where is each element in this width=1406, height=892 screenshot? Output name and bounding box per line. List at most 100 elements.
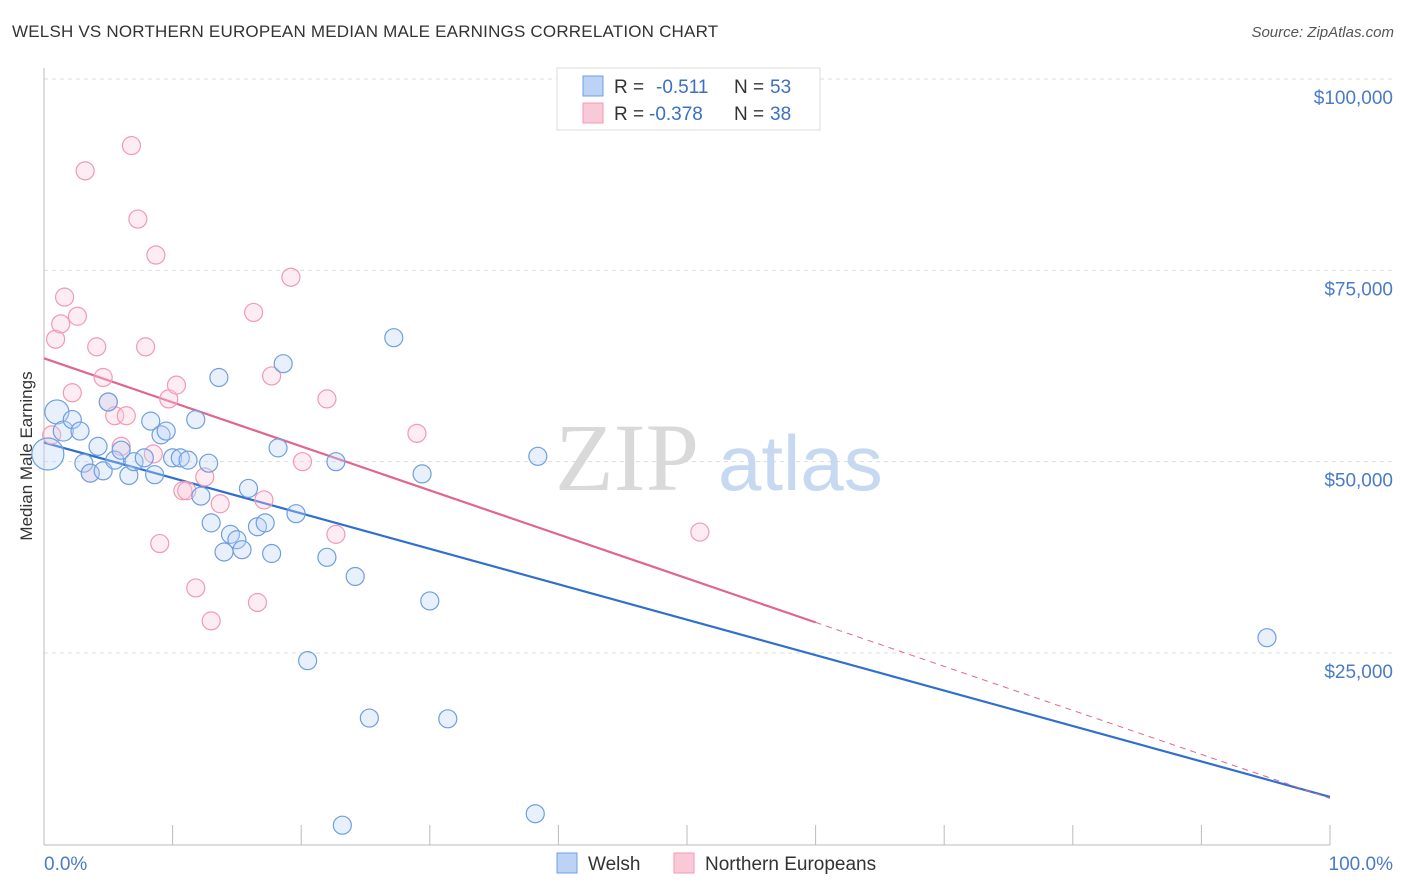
northern-point-30 bbox=[254, 490, 274, 510]
y-tick-label-25000: $25,000 bbox=[1324, 662, 1393, 683]
welsh-point-26 bbox=[209, 367, 229, 388]
x-tick-labels: 0.0% 100.0% bbox=[44, 854, 1393, 875]
welsh-point-0 bbox=[31, 437, 65, 471]
northern-point-16 bbox=[135, 337, 156, 357]
welsh-point-30 bbox=[232, 540, 252, 560]
welsh-point-50 bbox=[1257, 628, 1277, 648]
watermark-zip: ZIP bbox=[555, 404, 699, 511]
legend-n-label-northern: N = bbox=[734, 104, 764, 125]
northern-point-5 bbox=[67, 306, 88, 326]
welsh-point-23 bbox=[191, 486, 211, 506]
chart-title: WELSH VS NORTHERN EUROPEAN MEDIAN MALE E… bbox=[12, 22, 719, 41]
welsh-point-20 bbox=[170, 448, 190, 468]
welsh-point-48 bbox=[528, 446, 548, 466]
welsh-point-38 bbox=[298, 651, 318, 671]
series-welsh-points bbox=[31, 328, 1277, 835]
northern-point-6 bbox=[75, 161, 95, 181]
legend-n-label-welsh: N = bbox=[734, 77, 764, 98]
legend-swatch-northern bbox=[582, 102, 604, 124]
x-tick-label-100: 100.0% bbox=[1329, 854, 1394, 875]
welsh-point-3 bbox=[62, 409, 82, 430]
grid-lines bbox=[44, 78, 1392, 654]
bottom-legend-northern: Northern Europeans bbox=[705, 854, 876, 875]
legend-r-label-welsh: R = bbox=[614, 77, 644, 98]
welsh-point-31 bbox=[238, 478, 259, 499]
welsh-point-33 bbox=[255, 513, 275, 533]
bottom-legend-swatch-northern bbox=[673, 852, 695, 874]
source-label: Source: ZipAtlas.com bbox=[1251, 24, 1394, 41]
welsh-point-10 bbox=[105, 450, 125, 470]
northern-point-24 bbox=[186, 578, 206, 598]
welsh-point-4 bbox=[70, 421, 90, 441]
northern-point-13 bbox=[116, 406, 136, 426]
welsh-point-42 bbox=[345, 566, 365, 587]
northern-point-14 bbox=[121, 135, 142, 156]
northern-point-19 bbox=[150, 533, 170, 554]
northern-point-32 bbox=[281, 267, 301, 287]
northern-point-36 bbox=[407, 423, 427, 443]
northern-point-31 bbox=[262, 366, 282, 386]
welsh-point-7 bbox=[88, 436, 108, 456]
welsh-point-47 bbox=[438, 709, 458, 729]
northern-point-33 bbox=[292, 452, 313, 472]
y-tick-label-100000: $100,000 bbox=[1314, 88, 1393, 109]
welsh-point-39 bbox=[317, 547, 337, 567]
bottom-legend-swatch-welsh bbox=[556, 852, 578, 874]
welsh-point-16 bbox=[144, 465, 165, 485]
welsh-point-46 bbox=[420, 591, 440, 611]
welsh-point-41 bbox=[332, 815, 352, 835]
welsh-point-43 bbox=[359, 708, 379, 728]
legend-r-label-northern: R = bbox=[614, 104, 644, 125]
northern-point-2 bbox=[51, 314, 71, 334]
trend-line-northern-extension bbox=[815, 621, 1331, 799]
y-tick-label-75000: $75,000 bbox=[1324, 279, 1393, 300]
northern-point-26 bbox=[201, 611, 221, 631]
welsh-point-49 bbox=[525, 804, 545, 824]
northern-point-37 bbox=[690, 522, 710, 542]
northern-point-23 bbox=[177, 481, 197, 501]
legend-r-value-welsh: -0.511 bbox=[656, 77, 708, 98]
welsh-point-18 bbox=[156, 421, 176, 441]
welsh-point-21 bbox=[178, 450, 198, 470]
welsh-point-25 bbox=[201, 513, 221, 533]
welsh-point-9 bbox=[98, 392, 118, 412]
northern-point-34 bbox=[317, 389, 337, 409]
bottom-legend: Welsh Northern Europeans bbox=[556, 852, 876, 875]
series-northern-points bbox=[42, 135, 710, 631]
welsh-point-15 bbox=[141, 411, 161, 431]
axes bbox=[43, 68, 1331, 846]
welsh-point-17 bbox=[151, 425, 171, 445]
northern-point-35 bbox=[326, 524, 346, 544]
legend: R = -0.511 N = 53 R = -0.378 N = 38 bbox=[556, 67, 821, 131]
northern-point-4 bbox=[62, 383, 82, 403]
legend-n-value-welsh: 53 bbox=[770, 77, 791, 98]
welsh-point-28 bbox=[220, 524, 241, 544]
trend-line-welsh bbox=[43, 441, 1331, 798]
legend-r-value-northern: -0.378 bbox=[649, 104, 703, 125]
welsh-point-37 bbox=[286, 504, 306, 524]
welsh-point-22 bbox=[186, 409, 206, 430]
trend-lines bbox=[43, 357, 1331, 799]
welsh-point-36 bbox=[273, 354, 293, 374]
welsh-point-45 bbox=[412, 464, 432, 484]
legend-swatch-welsh bbox=[582, 75, 604, 97]
northern-point-29 bbox=[247, 592, 268, 613]
welsh-point-11 bbox=[111, 440, 131, 460]
welsh-point-19 bbox=[163, 448, 183, 468]
trend-line-northern bbox=[43, 357, 816, 624]
northern-point-18 bbox=[146, 245, 166, 265]
welsh-point-44 bbox=[384, 328, 404, 348]
northern-point-3 bbox=[54, 287, 75, 307]
bottom-legend-welsh: Welsh bbox=[588, 854, 640, 875]
watermark: ZIP atlas bbox=[555, 404, 883, 511]
northern-point-1 bbox=[45, 329, 66, 349]
welsh-point-34 bbox=[262, 543, 282, 564]
northern-point-0 bbox=[42, 425, 62, 445]
welsh-point-5 bbox=[74, 453, 94, 473]
northern-point-15 bbox=[128, 209, 148, 229]
northern-point-28 bbox=[244, 302, 264, 323]
y-axis-label: Median Male Earnings bbox=[17, 371, 36, 540]
y-tick-labels: $25,000 $50,000 $75,000 $100,000 bbox=[1314, 88, 1393, 683]
northern-point-21 bbox=[166, 375, 187, 395]
